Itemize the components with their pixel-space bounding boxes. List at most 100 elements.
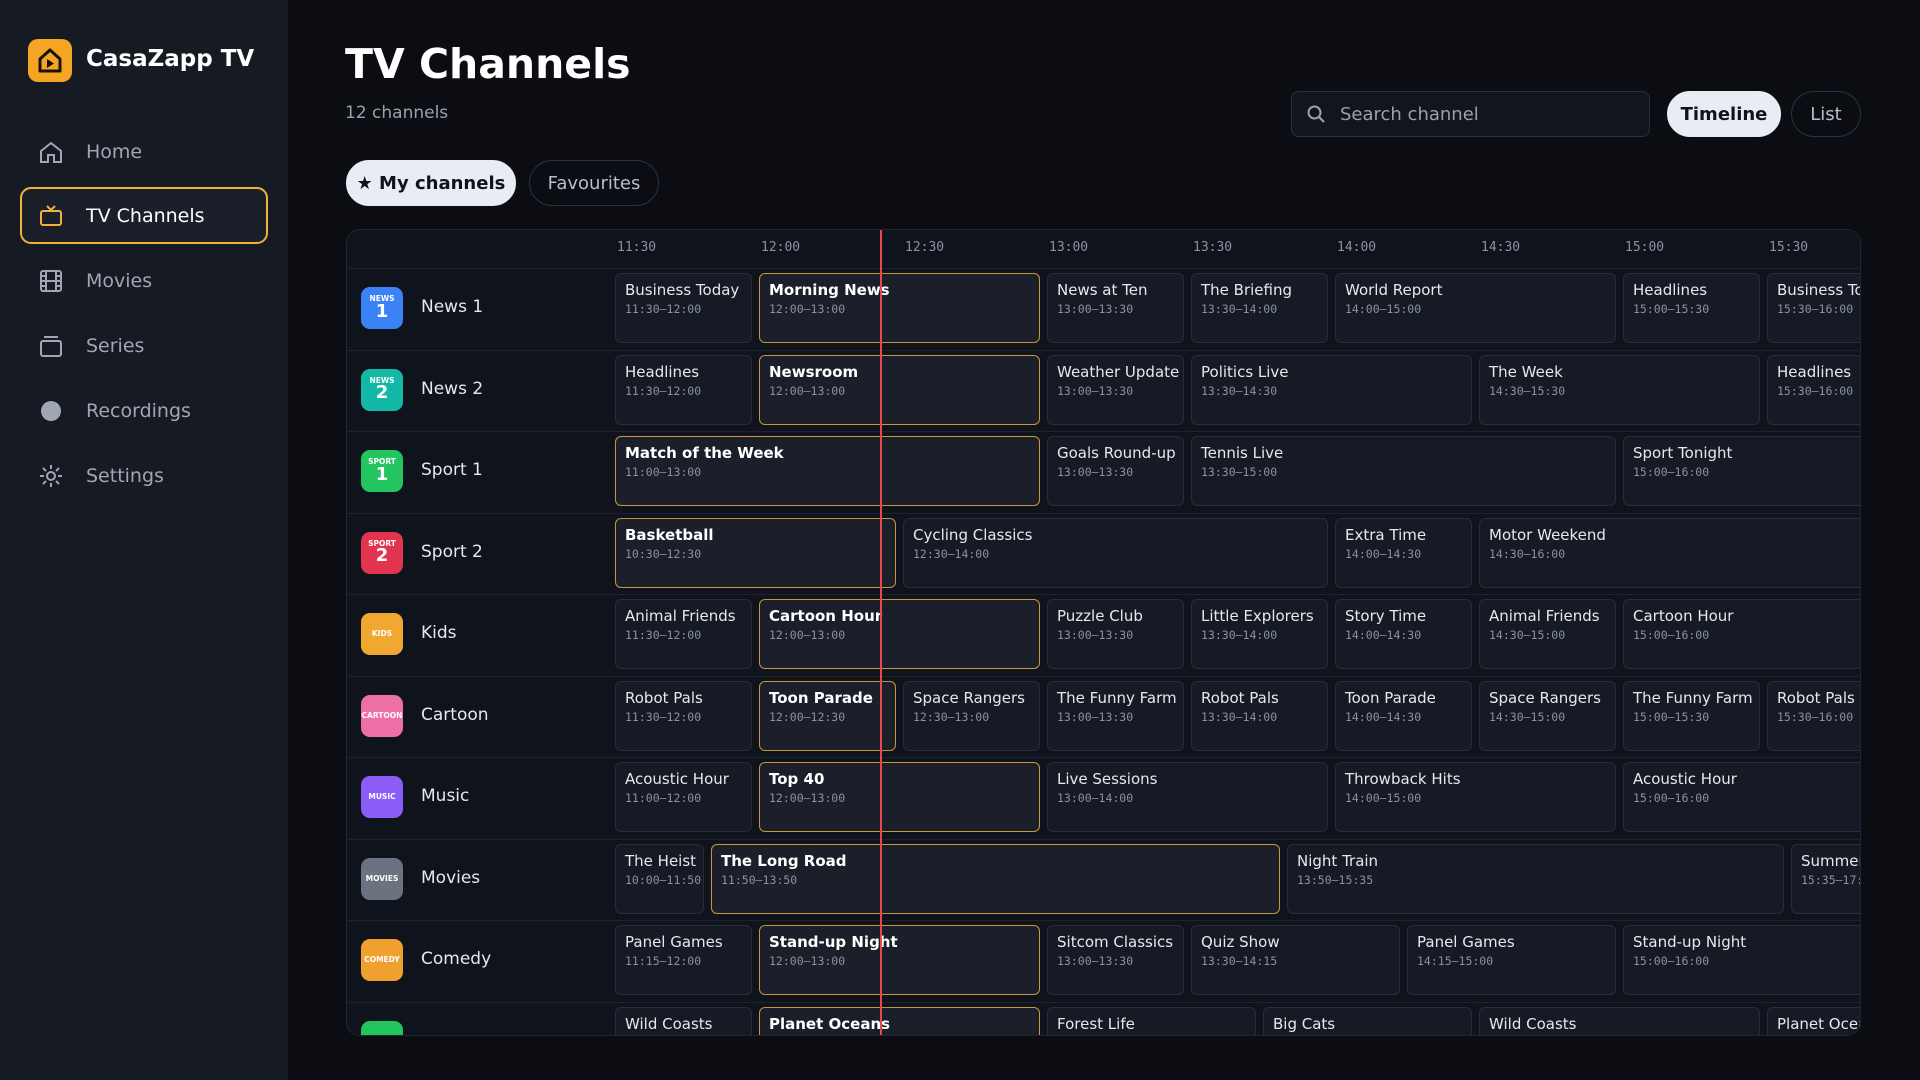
program[interactable]: Sitcom Classics 13:00–13:30: [1047, 925, 1184, 995]
program[interactable]: Motor Weekend 14:30–16:00: [1479, 517, 1860, 588]
program[interactable]: Throwback Hits 14:00–15:00: [1335, 762, 1616, 832]
program[interactable]: Panel Games 14:15–15:00: [1407, 925, 1616, 995]
program-time: 13:30–14:15: [1201, 954, 1278, 968]
program[interactable]: Toon Parade 14:00–14:30: [1335, 680, 1472, 751]
channel-count: 12 channels: [345, 103, 449, 123]
program-title: Match of the Week: [625, 444, 784, 462]
time-slot: 11:30: [617, 240, 657, 255]
program-title: Business Tod: [1777, 281, 1860, 299]
program[interactable]: Little Explorers 13:30–14:00: [1191, 599, 1328, 669]
program[interactable]: Business Today 11:30–12:00: [615, 273, 752, 343]
program-title: Headlines: [1777, 362, 1852, 381]
program[interactable]: Summer I 15:35–17:: [1791, 843, 1860, 914]
nav-item[interactable]: Movies: [20, 252, 268, 309]
program[interactable]: The Briefing 13:30–14:00: [1191, 273, 1328, 343]
program-time: 14:30–16:00: [1489, 546, 1566, 561]
program-time: 13:00–13:30: [1057, 465, 1134, 479]
program[interactable]: Headlines 15:30–16:00: [1767, 354, 1860, 425]
program-time: 11:30–12:00: [625, 628, 702, 642]
program-time: 13:00–14:00: [1057, 791, 1134, 805]
nav-item[interactable]: Home: [20, 123, 268, 180]
channel-logo: NEWS 1: [361, 287, 403, 329]
time-slot: 15:30: [1769, 240, 1809, 255]
program[interactable]: The Long Road 11:50–13:50: [711, 843, 1280, 914]
program[interactable]: Morning News 12:00–13:00: [759, 273, 1040, 343]
program[interactable]: Cycling Classics 12:30–14:00: [903, 517, 1328, 588]
program[interactable]: Panel Games 11:15–12:00: [615, 925, 752, 995]
program[interactable]: Wild Coasts 14:30–15:30: [1479, 1006, 1760, 1035]
program[interactable]: Tennis Live 13:30–15:00: [1191, 436, 1616, 506]
program-title: Little Explorers: [1201, 607, 1314, 625]
program[interactable]: Headlines 15:00–15:30: [1623, 273, 1760, 343]
program[interactable]: Night Train 13:50–15:35: [1287, 843, 1784, 914]
program[interactable]: Puzzle Club 13:00–13:30: [1047, 599, 1184, 669]
program[interactable]: Basketball 10:30–12:30: [615, 517, 896, 588]
program[interactable]: Goals Round-up 13:00–13:30: [1047, 436, 1184, 506]
program[interactable]: Toon Parade 12:00–12:30: [759, 680, 896, 751]
program[interactable]: Headlines 11:30–12:00: [615, 354, 752, 425]
program[interactable]: Big Cats 13:45–14:30: [1263, 1006, 1472, 1035]
program[interactable]: The Funny Farm 15:00–15:30: [1623, 680, 1760, 751]
logo-tag: COMEDY: [364, 955, 400, 965]
channel-logo: [361, 1020, 403, 1035]
program[interactable]: Animal Friends 14:30–15:00: [1479, 599, 1616, 669]
program[interactable]: Space Rangers 12:30–13:00: [903, 680, 1040, 751]
view-toggle[interactable]: List: [1791, 91, 1861, 137]
program[interactable]: Cartoon Hour 15:00–16:00: [1623, 599, 1860, 669]
program[interactable]: Forest Life 13:00–13:45: [1047, 1006, 1256, 1035]
program[interactable]: Acoustic Hour 15:00–16:00: [1623, 762, 1860, 832]
program[interactable]: Quiz Show 13:30–14:15: [1191, 925, 1400, 995]
nav-item[interactable]: Settings: [20, 447, 268, 504]
program[interactable]: Newsroom 12:00–13:00: [759, 354, 1040, 425]
program-title: Morning News: [769, 281, 890, 299]
logo-tag: KIDS: [371, 629, 393, 639]
program-time: 15:30–16:00: [1777, 1036, 1861, 1037]
program[interactable]: Space Rangers 14:30–15:00: [1479, 680, 1616, 751]
nav-item[interactable]: TV Channels: [20, 187, 268, 244]
program-title: Top 40: [769, 770, 825, 788]
program[interactable]: Weather Update 13:00–13:30: [1047, 354, 1184, 425]
logo-tag: SPORT: [368, 538, 396, 548]
program[interactable]: Planet Ocea 15:30–16:00: [1767, 1006, 1861, 1037]
program-time: 12:00–13:00: [769, 628, 846, 642]
program-title: Space Rangers: [913, 688, 1026, 707]
nav-item[interactable]: Series: [20, 317, 268, 374]
search-box[interactable]: Search channel: [1291, 91, 1650, 137]
program[interactable]: Acoustic Hour 11:00–12:00: [615, 762, 752, 832]
program[interactable]: Extra Time 14:00–14:30: [1335, 517, 1472, 588]
program[interactable]: Stand-up Night 12:00–13:00: [759, 925, 1040, 995]
program[interactable]: The Week 14:30–15:30: [1479, 354, 1760, 425]
program[interactable]: Politics Live 13:30–14:30: [1191, 354, 1472, 425]
channel-name: News 2: [421, 378, 484, 399]
row-divider: [347, 512, 1860, 514]
program[interactable]: Business Tod 15:30–16:00: [1767, 273, 1860, 343]
program-time: 13:30–14:00: [1201, 709, 1278, 724]
program[interactable]: World Report 14:00–15:00: [1335, 273, 1616, 343]
program[interactable]: The Funny Farm 13:00–13:30: [1047, 680, 1184, 751]
program[interactable]: The Heist 10:00–11:50: [615, 843, 704, 914]
program[interactable]: Sport Tonight 15:00–16:00: [1623, 436, 1860, 506]
program[interactable]: Robot Pals 13:30–14:00: [1191, 680, 1328, 751]
program[interactable]: Stand-up Night 15:00–16:00: [1623, 925, 1860, 995]
program[interactable]: Cartoon Hour 12:00–13:00: [759, 599, 1040, 669]
program-guide: 11:30 12:00 12:30 13:00 13:30 14:00 14:30 15:00…: [346, 229, 1861, 1036]
program[interactable]: Planet Oceans 12:00–13:00: [759, 1006, 1040, 1035]
program[interactable]: Match of the Week 11:00–13:00: [615, 436, 1040, 506]
program[interactable]: Robot Pals 15:30–16:00: [1767, 680, 1860, 751]
program[interactable]: Top 40 12:00–13:00: [759, 762, 1040, 832]
program-title: The Week: [1489, 362, 1563, 381]
program-title: Goals Round-up: [1057, 444, 1176, 462]
nav-item[interactable]: Recordings: [20, 382, 268, 439]
program[interactable]: Story Time 14:00–14:30: [1335, 599, 1472, 669]
program[interactable]: Wild Coasts 11:30–12:00: [615, 1006, 752, 1035]
program[interactable]: Live Sessions 13:00–14:00: [1047, 762, 1328, 832]
program[interactable]: Animal Friends 11:30–12:00: [615, 599, 752, 669]
program[interactable]: Robot Pals 11:30–12:00: [615, 680, 752, 751]
search-placeholder: Search channel: [1340, 103, 1479, 125]
program[interactable]: News at Ten 13:00–13:30: [1047, 273, 1184, 343]
view-toggle[interactable]: Timeline: [1667, 91, 1781, 137]
filter-chip[interactable]: Favourites: [529, 160, 659, 206]
filter-chip[interactable]: ★ My channels: [346, 160, 516, 206]
program-time: 15:00–16:00: [1633, 465, 1710, 479]
program-time: 11:30–12:00: [625, 709, 702, 724]
